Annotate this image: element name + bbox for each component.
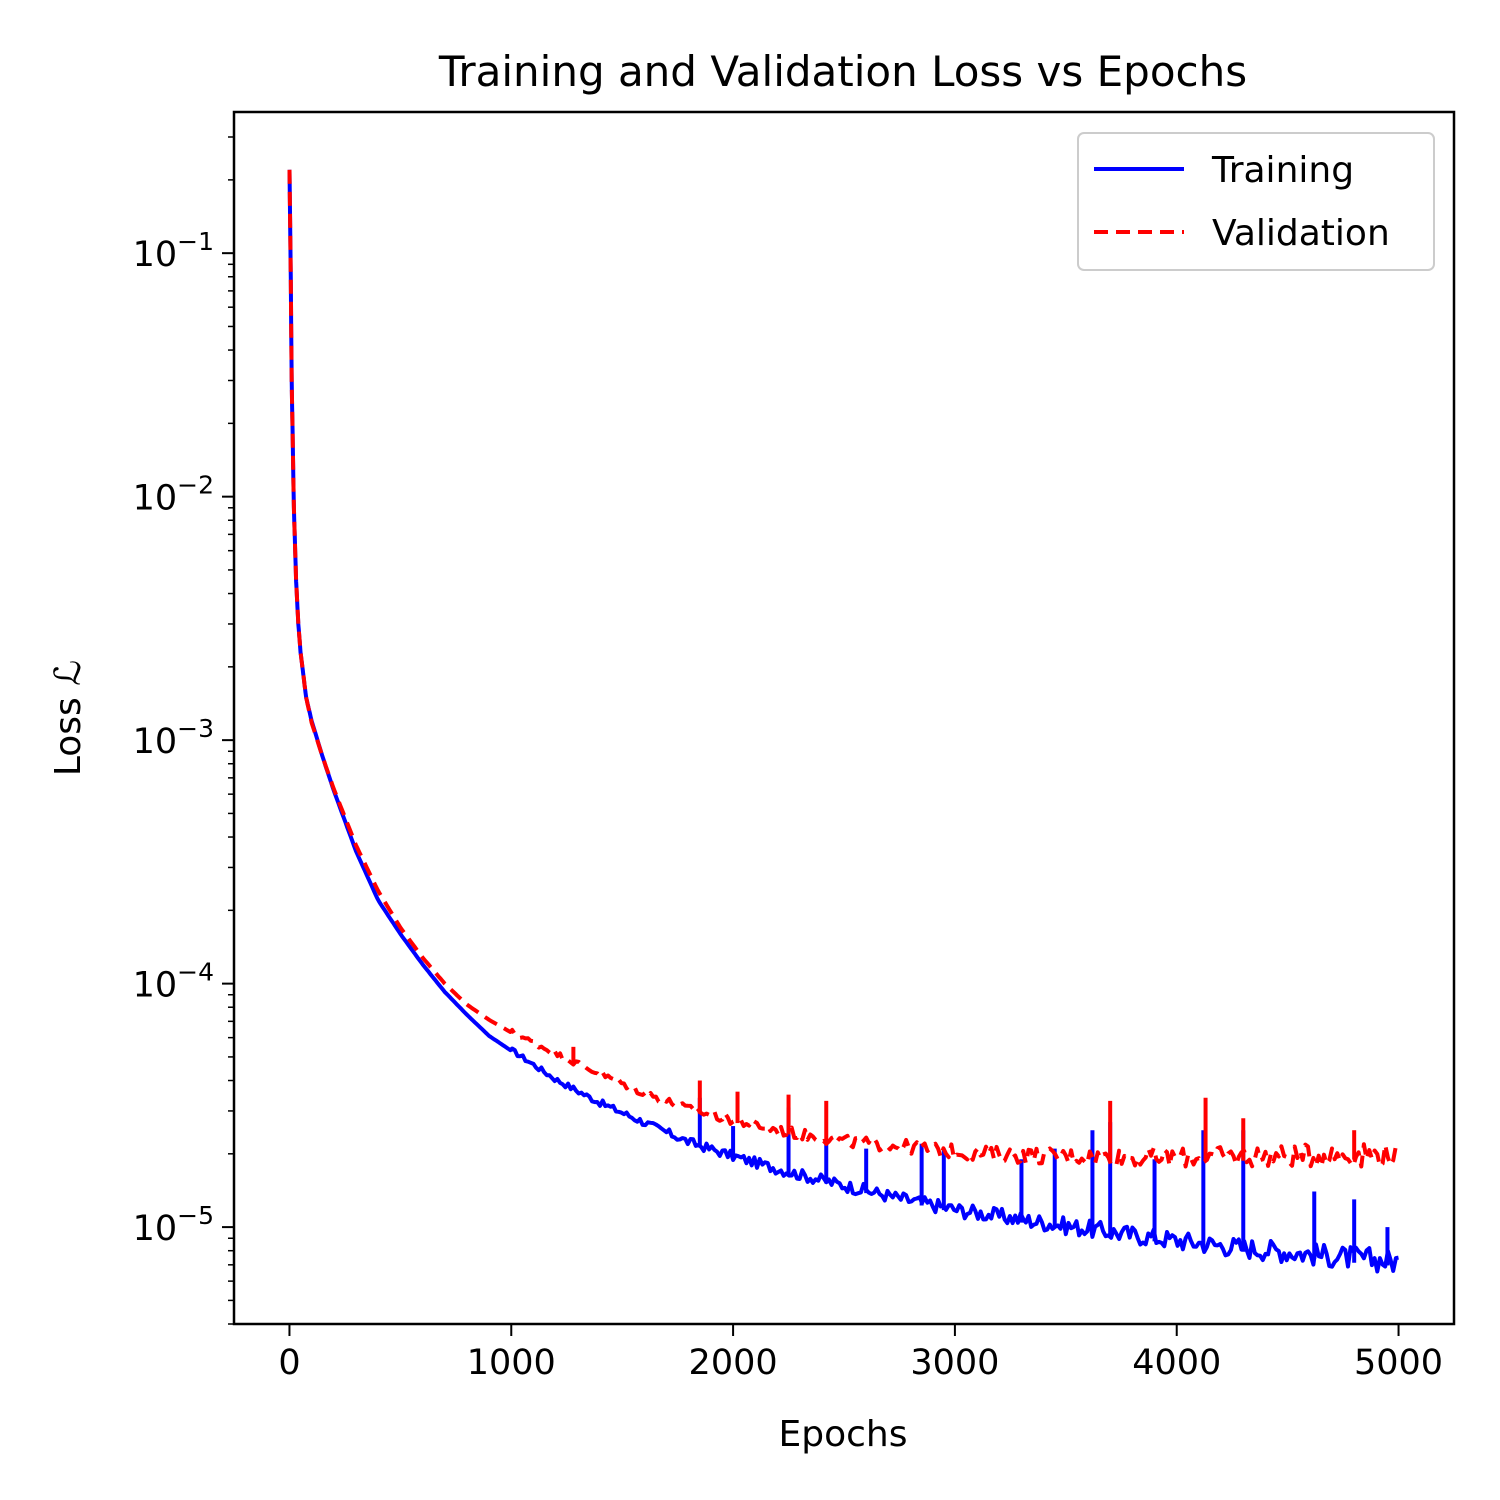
x-axis-label: Epochs [779,1414,908,1455]
series-line-training [287,169,1399,1274]
chart-title: Training and Validation Loss vs Epochs [438,47,1247,96]
x-tick-label: 4000 [1132,1343,1221,1383]
plot-frame [232,110,1456,1326]
legend: Training Validation [1077,132,1435,271]
y-tick-label: 10−3 [133,714,214,762]
x-tick-label: 0 [278,1343,300,1383]
series-line-validation [287,169,1400,1169]
y-tick-label: 10−4 [133,958,214,1006]
y-tick-label: 10−5 [133,1201,214,1249]
x-tick-label: 2000 [689,1343,778,1383]
y-tick-label: 10−2 [133,471,214,519]
x-tick-label: 5000 [1354,1343,1443,1383]
y-axis-minor-ticks [228,136,234,1325]
y-axis-label: Loss ℒ [48,660,89,776]
y-axis-ticks: 10−1 10−2 10−3 10−4 10−5 [133,227,234,1249]
x-tick-label: 3000 [910,1343,999,1383]
x-axis-ticks: 0 1000 2000 3000 4000 5000 [278,1324,1443,1383]
x-tick-label: 1000 [467,1343,556,1383]
y-tick-label: 10−1 [133,227,214,275]
series-layer [287,169,1400,1274]
legend-label-training: Training [1211,150,1354,191]
legend-label-validation: Validation [1212,213,1390,254]
